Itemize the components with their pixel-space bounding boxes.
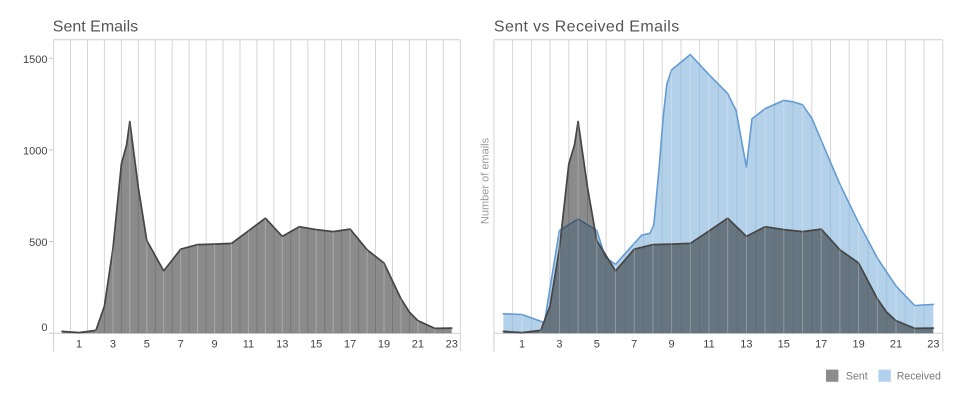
svg-text:11: 11 — [243, 338, 254, 350]
svg-text:5: 5 — [594, 338, 600, 350]
svg-text:23: 23 — [927, 338, 939, 350]
svg-text:Received: Received — [897, 370, 941, 382]
svg-text:11: 11 — [703, 338, 714, 350]
svg-text:21: 21 — [890, 338, 902, 350]
svg-text:Sent: Sent — [846, 370, 868, 382]
svg-text:Sent Emails: Sent Emails — [53, 19, 138, 36]
svg-text:5: 5 — [144, 338, 150, 350]
svg-text:500: 500 — [29, 237, 47, 249]
svg-text:1: 1 — [519, 338, 525, 350]
svg-text:17: 17 — [815, 338, 827, 350]
svg-text:3: 3 — [556, 338, 562, 350]
svg-text:0: 0 — [41, 322, 47, 334]
svg-text:19: 19 — [852, 338, 864, 350]
svg-text:17: 17 — [344, 338, 356, 350]
svg-text:23: 23 — [446, 338, 458, 350]
svg-text:21: 21 — [412, 338, 424, 350]
svg-text:13: 13 — [740, 338, 752, 350]
svg-text:7: 7 — [631, 338, 637, 350]
svg-text:1: 1 — [76, 338, 82, 350]
svg-text:Sent vs Received Emails: Sent vs Received Emails — [494, 19, 680, 36]
svg-text:Number of emails: Number of emails — [479, 137, 491, 224]
svg-text:1500: 1500 — [23, 54, 47, 66]
svg-text:1000: 1000 — [23, 146, 47, 158]
svg-text:19: 19 — [378, 338, 390, 350]
svg-text:15: 15 — [778, 338, 790, 350]
svg-text:3: 3 — [110, 338, 116, 350]
svg-text:9: 9 — [212, 338, 218, 350]
svg-text:9: 9 — [669, 338, 675, 350]
svg-text:7: 7 — [178, 338, 184, 350]
svg-text:15: 15 — [310, 338, 322, 350]
svg-text:13: 13 — [276, 338, 288, 350]
